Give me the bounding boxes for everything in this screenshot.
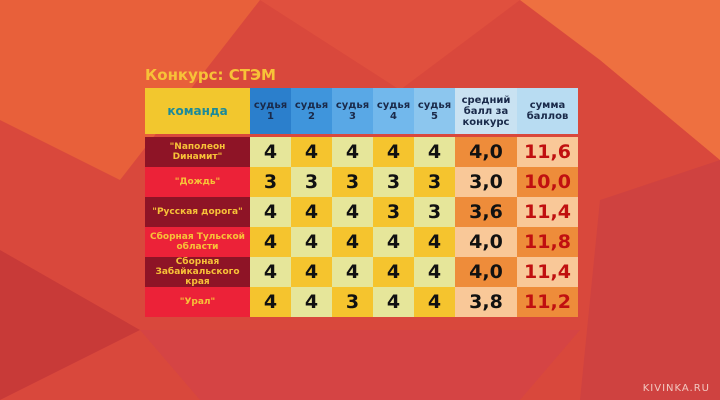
judge-score: 4	[291, 227, 332, 257]
judge-score: 4	[250, 257, 291, 287]
team-name: "Русская дорога"	[145, 197, 250, 227]
header-judge: судья 1	[250, 88, 291, 134]
judge-score: 3	[373, 167, 414, 197]
judge-score: 3	[414, 197, 455, 227]
total-score: 11,8	[517, 227, 578, 257]
team-name: "Дождь"	[145, 167, 250, 197]
total-score: 11,2	[517, 287, 578, 317]
judge-score: 4	[291, 287, 332, 317]
scoreboard-table: команда судья 1 судья 2 судья 3 судья 4 …	[145, 88, 578, 317]
judge-score: 4	[373, 137, 414, 167]
judge-score: 4	[373, 257, 414, 287]
total-score: 11,4	[517, 257, 578, 287]
table-row: "Дождь" 3 3 3 3 3 3,0 10,0	[145, 167, 578, 197]
table-row: Сборная Забайкальского края 4 4 4 4 4 4,0 11,4	[145, 257, 578, 287]
watermark: KIVINKA.RU	[642, 383, 710, 394]
header-judge: судья 3	[332, 88, 373, 134]
team-name: Сборная Забайкальского края	[145, 257, 250, 287]
judge-score: 4	[414, 287, 455, 317]
table-row: "Урал" 4 4 3 4 4 3,8 11,2	[145, 287, 578, 317]
table-row: "Naпoлeoн Dинaмит" 4 4 4 4 4 4,0 11,6	[145, 137, 578, 167]
judge-score: 3	[373, 197, 414, 227]
judge-score: 4	[250, 287, 291, 317]
judge-score: 4	[250, 197, 291, 227]
table-row: "Русская дорога" 4 4 4 3 3 3,6 11,4	[145, 197, 578, 227]
judge-score: 4	[373, 287, 414, 317]
judge-score: 4	[414, 137, 455, 167]
total-score: 11,4	[517, 197, 578, 227]
judge-score: 4	[291, 197, 332, 227]
contest-title: Конкурс: СТЭМ	[145, 66, 276, 84]
judge-score: 4	[332, 257, 373, 287]
average-score: 4,0	[455, 137, 517, 167]
judge-score: 4	[373, 227, 414, 257]
header-judge: судья 4	[373, 88, 414, 134]
judge-score: 3	[250, 167, 291, 197]
header-team: команда	[145, 88, 250, 134]
table-row: Сборная Тульской области 4 4 4 4 4 4,0 11,8	[145, 227, 578, 257]
judge-score: 4	[414, 227, 455, 257]
average-score: 4,0	[455, 257, 517, 287]
average-score: 4,0	[455, 227, 517, 257]
header-sum: сумма баллов	[517, 88, 578, 134]
judge-score: 4	[332, 137, 373, 167]
judge-score: 4	[291, 137, 332, 167]
judge-score: 3	[332, 287, 373, 317]
judge-score: 4	[332, 197, 373, 227]
average-score: 3,8	[455, 287, 517, 317]
judge-score: 3	[332, 167, 373, 197]
judge-score: 4	[291, 257, 332, 287]
judge-score: 4	[332, 227, 373, 257]
team-name: "Naпoлeoн Dинaмит"	[145, 137, 250, 167]
judge-score: 4	[250, 227, 291, 257]
team-name: "Урал"	[145, 287, 250, 317]
judge-score: 4	[414, 257, 455, 287]
header-average: средний балл за конкурс	[455, 88, 517, 134]
average-score: 3,0	[455, 167, 517, 197]
team-name: Сборная Тульской области	[145, 227, 250, 257]
judge-score: 4	[250, 137, 291, 167]
judge-score: 3	[414, 167, 455, 197]
average-score: 3,6	[455, 197, 517, 227]
total-score: 11,6	[517, 137, 578, 167]
judge-score: 3	[291, 167, 332, 197]
header-judge: судья 5	[414, 88, 455, 134]
header-judge: судья 2	[291, 88, 332, 134]
total-score: 10,0	[517, 167, 578, 197]
